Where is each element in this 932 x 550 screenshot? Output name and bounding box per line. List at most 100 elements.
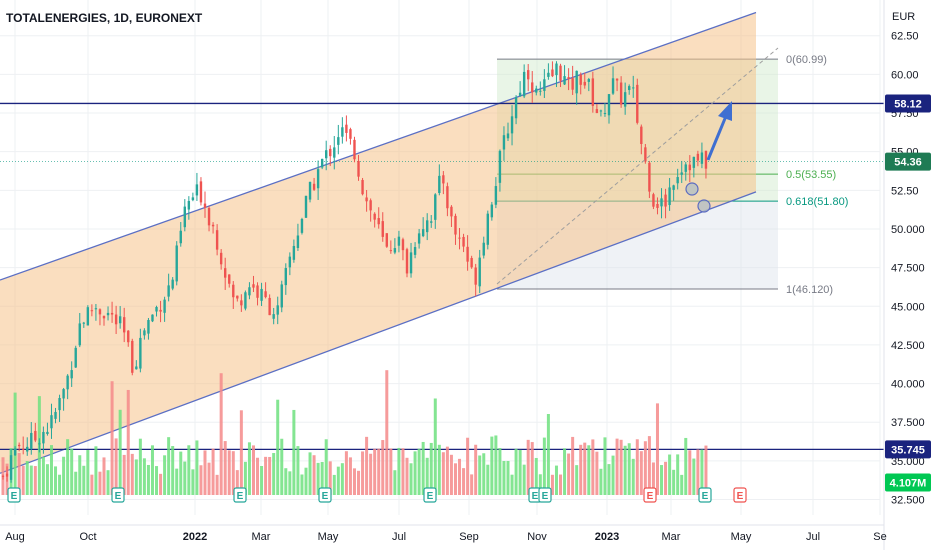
volume-bar — [49, 445, 53, 495]
candle-body — [514, 96, 518, 119]
candle-body — [74, 347, 77, 368]
earnings-marker[interactable]: E — [233, 487, 247, 503]
candle-body — [320, 158, 324, 168]
volume-bar — [518, 449, 522, 495]
volume-bar — [90, 474, 94, 495]
touch-circle-1[interactable] — [685, 182, 699, 196]
volume-bar — [219, 373, 223, 495]
earnings-label: E — [11, 491, 18, 502]
volume-bar — [106, 470, 110, 495]
volume-bar — [58, 474, 62, 495]
candle-body — [389, 250, 393, 252]
earnings-label: E — [427, 491, 434, 502]
candle-body — [373, 213, 376, 220]
candles — [1, 61, 708, 483]
annotations[interactable] — [496, 47, 779, 285]
candle-body — [405, 249, 409, 274]
earnings-marker[interactable]: E — [7, 487, 21, 503]
candle-body — [199, 181, 203, 203]
earnings-marker[interactable]: E — [698, 487, 712, 503]
volume-bar — [635, 439, 639, 495]
volume-bar — [195, 440, 199, 495]
candle-body — [615, 78, 619, 81]
volume-bar — [668, 454, 672, 495]
volume-bar — [300, 474, 304, 495]
x-tick-label: Aug — [5, 531, 25, 543]
volume-bar — [33, 466, 37, 495]
candle-body — [26, 446, 29, 452]
volume-bar — [130, 453, 134, 495]
earnings-marker[interactable]: E — [538, 487, 552, 503]
volume-bar — [348, 457, 352, 495]
volume-bar — [567, 453, 571, 495]
volume-bar — [595, 451, 599, 495]
earnings-label: E — [702, 491, 709, 502]
horizontal-lines[interactable] — [0, 102, 884, 451]
volume-bar — [373, 448, 377, 495]
volume-bar — [474, 444, 478, 495]
trend-diagonal-line[interactable] — [496, 47, 779, 285]
candle-body — [288, 256, 292, 268]
volume-bar — [344, 451, 348, 495]
y-tick-label: 35.000 — [891, 456, 925, 468]
volume-bar — [417, 448, 421, 495]
volume-bar — [522, 464, 526, 495]
candle-body — [551, 69, 554, 77]
volume-bar — [542, 437, 546, 495]
projection-arrow[interactable] — [706, 115, 728, 161]
channel-lower-line[interactable] — [0, 191, 757, 474]
volume-bar — [86, 450, 90, 495]
volume-bar — [385, 370, 389, 495]
candle-body — [397, 236, 401, 246]
volume-bar — [94, 446, 98, 495]
candle-body — [401, 239, 405, 251]
candle-body — [559, 65, 562, 81]
volume-bar — [102, 457, 106, 495]
earnings-marker[interactable]: E — [111, 487, 125, 503]
volume-bar — [458, 458, 462, 495]
channel-upper-line[interactable] — [0, 11, 757, 281]
candle-body — [603, 113, 607, 115]
earnings-label: E — [737, 491, 744, 502]
candle-body — [490, 204, 494, 218]
volume-bar — [365, 436, 369, 495]
earnings-badge — [423, 487, 437, 503]
x-tick-label: Jul — [392, 531, 406, 543]
volume-bar — [336, 466, 340, 495]
candle-body — [159, 309, 162, 312]
time-axis[interactable]: Aug Oct 2022 Mar May Jul Sep Nov 2023 Mar May Jul Se — [0, 524, 887, 543]
volume-bar — [118, 409, 122, 495]
candle-body — [143, 330, 146, 336]
x-tick-label: Nov — [527, 531, 547, 543]
volume-bar — [494, 435, 498, 495]
volume-bar — [98, 471, 102, 495]
candle-body — [421, 229, 425, 237]
volume-bar — [203, 450, 207, 495]
candle-body — [341, 127, 344, 137]
candle-body — [9, 455, 13, 480]
volume-bar — [163, 455, 167, 495]
earnings-marker[interactable]: E — [318, 487, 332, 503]
volume-bar — [320, 461, 324, 495]
candle-body — [135, 366, 138, 370]
parallel-channel[interactable] — [0, 11, 757, 474]
touch-circle-2[interactable] — [697, 199, 711, 213]
volume-bar — [462, 468, 466, 495]
candle-body — [110, 312, 114, 315]
volume-bar — [478, 455, 482, 495]
volume-bar — [29, 465, 33, 495]
candle-body — [430, 221, 433, 223]
candle-body — [365, 197, 368, 202]
earnings-marker[interactable]: E — [423, 487, 437, 503]
earnings-marker[interactable]: E — [733, 487, 747, 503]
earnings-marker[interactable]: E — [643, 487, 657, 503]
candle-body — [316, 169, 320, 189]
volume-bar — [296, 446, 300, 495]
candle-body — [203, 203, 207, 208]
price-tag-bg — [885, 94, 931, 113]
candle-body — [276, 305, 279, 315]
volume-bar — [676, 454, 680, 495]
volume-bar — [17, 452, 21, 495]
